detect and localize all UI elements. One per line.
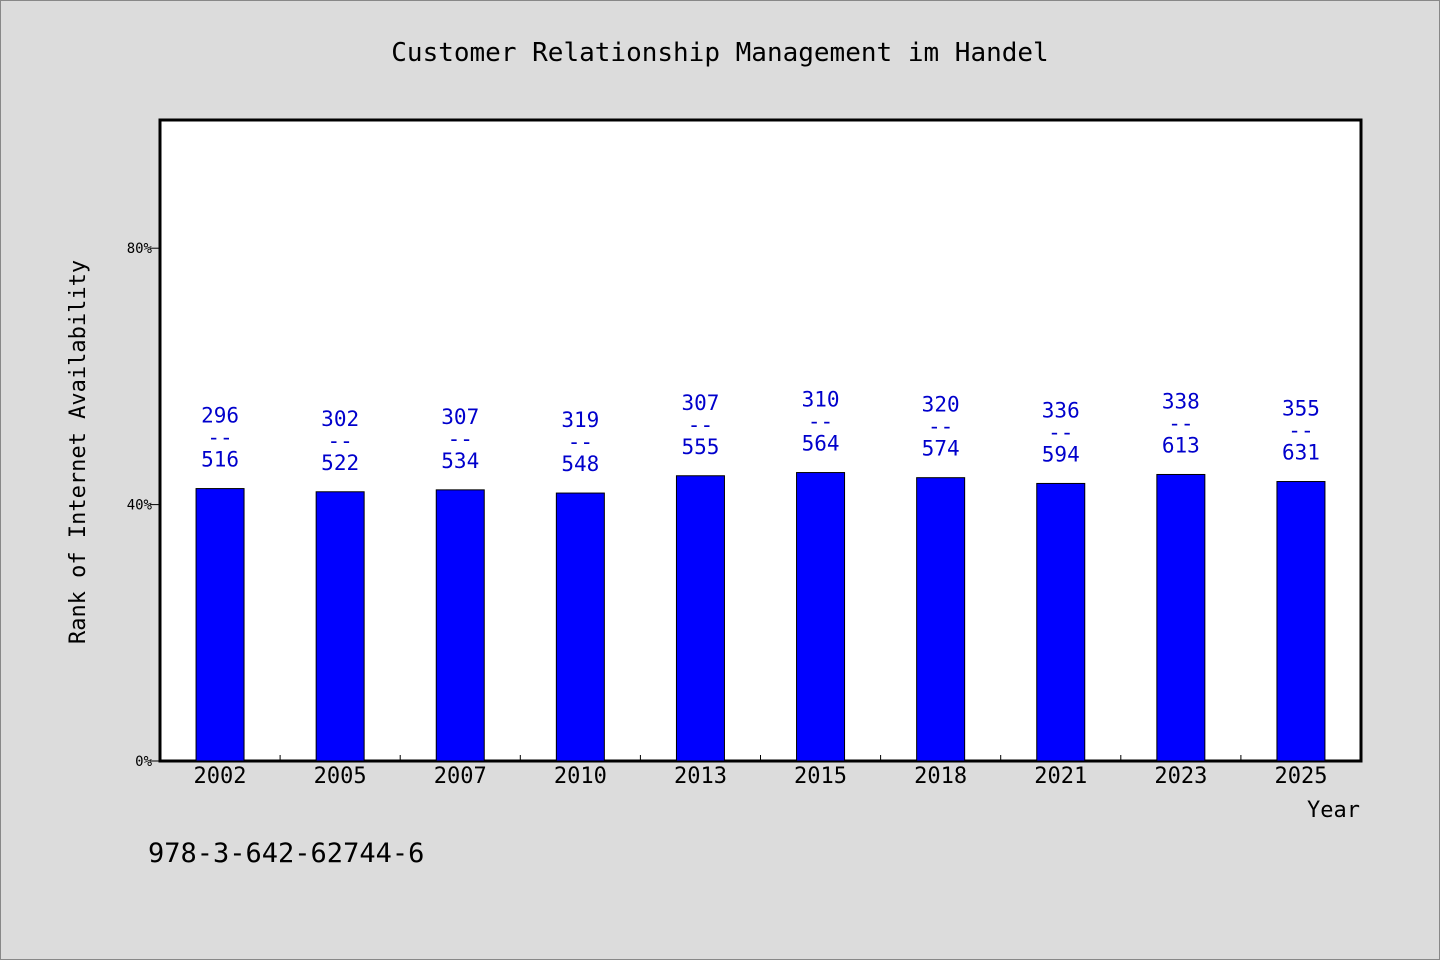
bar-label-bottom: 534 [441, 449, 479, 473]
bar-label-top: 320 [922, 393, 960, 417]
y-tick-label: 0% [135, 754, 152, 770]
bar-label-sep: -- [808, 410, 833, 434]
x-axis-label: Year [1307, 798, 1360, 823]
bar-label-top: 310 [802, 388, 840, 412]
bar [315, 491, 365, 762]
bar-label-top: 296 [201, 404, 239, 428]
x-tick-label: 2010 [554, 764, 607, 789]
bars [195, 472, 1326, 762]
bar-label-top: 355 [1282, 397, 1320, 421]
x-tick-label: 2023 [1154, 764, 1207, 789]
bar [796, 472, 846, 762]
bar [1156, 473, 1206, 762]
bar-label-sep: -- [207, 426, 232, 450]
bar-label-bottom: 516 [201, 448, 239, 472]
bar [1036, 482, 1086, 762]
x-tick-label: 2005 [314, 764, 367, 789]
bar-label-bottom: 574 [922, 437, 960, 461]
bar [435, 489, 485, 762]
bar-label-bottom: 548 [561, 452, 599, 476]
bar-label-sep: -- [1048, 420, 1073, 444]
x-tick-label: 2013 [674, 764, 727, 789]
x-tick-label: 2002 [194, 764, 247, 789]
bar-label-sep: -- [328, 429, 353, 453]
bar-label-bottom: 631 [1282, 441, 1320, 465]
bar-label-top: 307 [681, 391, 719, 415]
bar [675, 475, 725, 762]
y-axis-label: Rank of Internet Availability [66, 260, 91, 644]
chart-title: Customer Relationship Management im Hand… [391, 38, 1048, 68]
y-tick-label: 80% [127, 241, 153, 257]
x-tick-label: 2021 [1034, 764, 1087, 789]
x-tick-label: 2018 [914, 764, 967, 789]
bar-label-bottom: 522 [321, 451, 359, 475]
bar-label-sep: -- [448, 427, 473, 451]
bar-label-sep: -- [1288, 419, 1313, 443]
bar-label-sep: -- [568, 430, 593, 454]
x-tick-label: 2015 [794, 764, 847, 789]
bar-label-sep: -- [928, 415, 953, 439]
bar-label-bottom: 555 [681, 435, 719, 459]
bar-label-bottom: 613 [1162, 433, 1200, 457]
bar-label-top: 302 [321, 407, 359, 431]
y-tick-label: 40% [127, 498, 153, 514]
x-tick-label: 2025 [1274, 764, 1327, 789]
bar-label-sep: -- [1168, 411, 1193, 435]
x-tick-label: 2007 [434, 764, 487, 789]
isbn-text: 978-3-642-62744-6 [148, 838, 424, 869]
bar [1276, 481, 1326, 762]
x-axis: 2002 2005 2007 2010 2013 2015 2018 2021 2023 2025 [194, 755, 1327, 789]
bar-label-top: 338 [1162, 389, 1200, 413]
bar [916, 477, 966, 762]
bar [195, 488, 245, 762]
bar-label-sep: -- [688, 413, 713, 437]
bar-label-bottom: 564 [802, 432, 840, 456]
bar-label-top: 319 [561, 408, 599, 432]
y-axis: 0% 40% 80% [127, 241, 160, 770]
bar-label-bottom: 594 [1042, 442, 1080, 466]
bar-label-top: 307 [441, 405, 479, 429]
bar-labels: 516--296522--302534--307548--319555--307… [201, 388, 1320, 477]
bar [555, 492, 605, 762]
bar-label-top: 336 [1042, 398, 1080, 422]
